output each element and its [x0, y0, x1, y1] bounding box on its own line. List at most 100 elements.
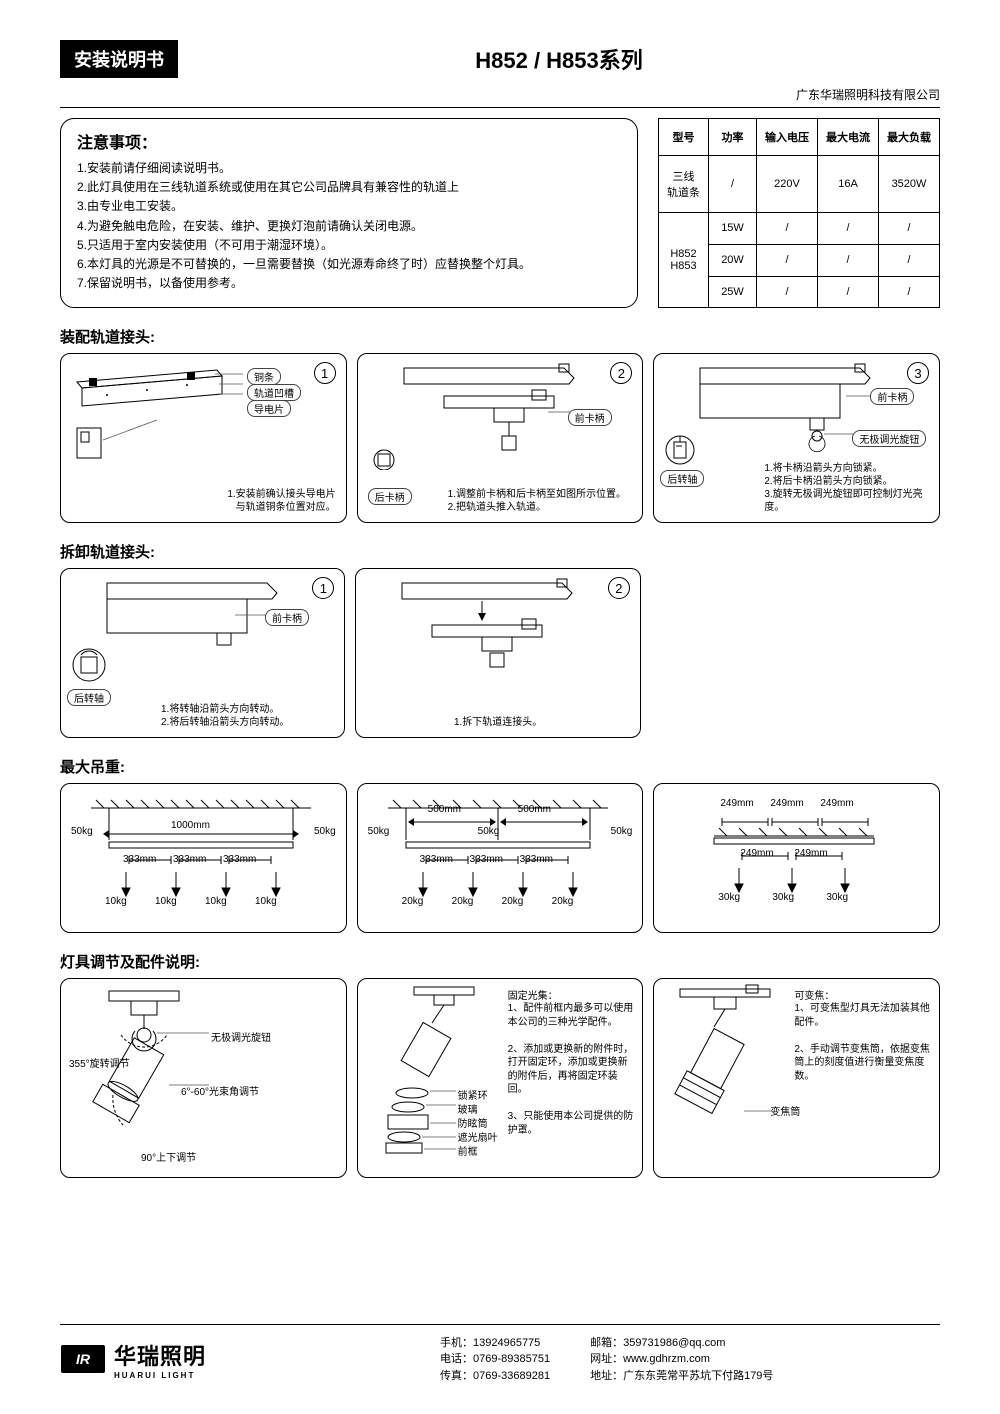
weight-label: 50kg [71, 826, 93, 837]
adjust-panel-1: 无极调光旋钮 355°旋转调节 6°-60°光束角调节 90°上下调节 [60, 978, 347, 1178]
spotlight-illustration [69, 985, 229, 1165]
spec-th: 型号 [659, 119, 709, 156]
span-label: 500mm [428, 804, 461, 815]
notice-item: 5.只适用于室内安装使用（不可用于潮湿环境）。 [77, 236, 621, 255]
weight-label: 10kg [105, 896, 127, 907]
spec-td: 220V [757, 155, 818, 212]
company-name: 广东华瑞照明科技有限公司 [60, 86, 940, 103]
weight-label: 10kg [205, 896, 227, 907]
contact-site: 网址：www.gdhrzm.com [590, 1351, 773, 1368]
weight-label: 50kg [478, 826, 500, 837]
weight-label: 20kg [552, 896, 574, 907]
weight-label: 50kg [611, 826, 633, 837]
notice-item: 2.此灯具使用在三线轨道系统或使用在其它公司品牌具有兼容性的轨道上 [77, 178, 621, 197]
header-rule [60, 107, 940, 108]
label-pill: 前卡柄 [568, 409, 612, 426]
text-title: 可变焦： [794, 987, 931, 1002]
load-panel-3: 249mm 249mm 249mm 249mm 249mm 30kg 30kg … [653, 783, 940, 933]
weight-label: 50kg [314, 826, 336, 837]
spec-td: 三线 轨道条 [659, 155, 709, 212]
panel-caption: 1.安装前确认接头导电片 与轨道铜条位置对应。 [171, 488, 336, 514]
assembly-panel-3: 3 前卡柄 无极调光旋钮 后转轴 1.将卡柄沿箭头方向锁紧。 2.将后卡柄沿箭头… [653, 353, 940, 523]
notice-box: 注意事项： 1.安装前请仔细阅读说明书。 2.此灯具使用在三线轨道系统或使用在其… [60, 118, 638, 308]
adjust-label: 前框 [458, 1143, 478, 1158]
spec-td: / [879, 276, 940, 308]
weight-label: 30kg [718, 892, 740, 903]
contact-col-2: 邮箱：359731986@qq.com 网址：www.gdhrzm.com 地址… [590, 1335, 773, 1385]
span-label: 333mm [520, 854, 553, 865]
notice-item: 4.为避免触电危险，在安装、维护、更换灯泡前请确认关闭电源。 [77, 217, 621, 236]
assembly-panel-2: 2 前卡柄 后卡柄 1.调整前卡柄和后卡柄至如图所示位置。 2.把轨道头推入轨道… [357, 353, 644, 523]
spec-th: 输入电压 [757, 119, 818, 156]
span-label: 249mm [770, 798, 803, 809]
span-label: 249mm [794, 848, 827, 859]
load-panel-2: 500mm 500mm 50kg 50kg 50kg 333mm 333mm 3… [357, 783, 644, 933]
doc-title: H852 / H853系列 [178, 43, 940, 75]
span-label: 333mm [123, 854, 156, 865]
label-pill: 铜条 [247, 368, 281, 385]
span-label: 333mm [223, 854, 256, 865]
adjust-label: 变焦筒 [770, 1103, 800, 1118]
contact-mobile: 手机：13924965775 [440, 1335, 550, 1352]
spec-td: 15W [709, 213, 757, 245]
adjust-label: 无极调光旋钮 [211, 1029, 271, 1044]
zoom-spotlight-illustration [660, 983, 790, 1163]
unlock-illustration [67, 575, 317, 685]
spec-td: 20W [709, 244, 757, 276]
spec-td: / [879, 213, 940, 245]
panel-caption: 1.拆下轨道连接头。 [366, 716, 629, 729]
adjust-label: 锁紧环 [458, 1087, 488, 1102]
text-title: 固定光集： [508, 987, 635, 1002]
spec-td: / [879, 244, 940, 276]
text-body: 1、配件前框内最多可以使用本公司的三种光学配件。 2、添加或更换新的附件时，打开… [508, 1002, 635, 1137]
contact-fax: 传真：0769-33689281 [440, 1368, 550, 1385]
spec-td: H852 H853 [659, 213, 709, 308]
spec-td: / [818, 244, 879, 276]
spec-th: 最大电流 [818, 119, 879, 156]
logo-mark-icon: IR [60, 1344, 106, 1374]
text-body: 1、可变焦型灯具无法加装其他配件。 2、手动调节变焦筒，依据变焦筒上的刻度值进行… [794, 1002, 931, 1083]
adjust-label: 355°旋转调节 [69, 1055, 130, 1070]
weight-label: 20kg [402, 896, 424, 907]
span-label: 500mm [518, 804, 551, 815]
logo-en: HUARUI LIGHT [114, 1371, 206, 1380]
weight-label: 30kg [772, 892, 794, 903]
track-lock-illustration [660, 360, 910, 470]
spec-table: 型号 功率 输入电压 最大电流 最大负载 三线 轨道条 / 220V 16A 3… [658, 118, 940, 308]
logo-cn: 华瑞照明 [114, 1339, 206, 1371]
notice-title: 注意事项： [77, 129, 621, 153]
assembly-panel-1: 1 铜条 轨道凹槽 导电片 1.安装前确认接头导电片 与轨道铜条位置对应。 [60, 353, 347, 523]
span-label: 333mm [420, 854, 453, 865]
spec-th: 最大负载 [879, 119, 940, 156]
label-pill: 前卡柄 [870, 388, 914, 405]
panel-caption: 1.将卡柄沿箭头方向锁紧。 2.将后卡柄沿箭头方向锁紧。 3.旋转无极调光旋钮即… [764, 462, 929, 514]
label-pill: 无极调光旋钮 [852, 430, 926, 447]
disassembly-panel-1: 1 前卡柄 后转轴 1.将转轴沿箭头方向转动。 2.将后转轴沿箭头方向转动。 [60, 568, 345, 738]
label-pill: 后转轴 [660, 470, 704, 487]
doc-badge: 安装说明书 [60, 40, 178, 78]
notice-item: 7.保留说明书，以备使用参考。 [77, 274, 621, 293]
span-label: 249mm [740, 848, 773, 859]
label-pill: 导电片 [247, 400, 291, 417]
span-label: 333mm [470, 854, 503, 865]
adjust-label: 遮光扇叶 [458, 1129, 498, 1144]
adjust-title: 灯具调节及配件说明: [60, 951, 940, 972]
footer: IR 华瑞照明 HUARUI LIGHT 手机：13924965775 电话：0… [60, 1324, 940, 1385]
spec-td: 25W [709, 276, 757, 308]
weight-label: 30kg [826, 892, 848, 903]
step-number: 1 [314, 362, 336, 384]
label-pill: 后转轴 [67, 689, 111, 706]
notice-item: 3.由专业电工安装。 [77, 197, 621, 216]
adjust-label: 玻璃 [458, 1101, 478, 1116]
spec-td: 3520W [879, 155, 940, 212]
notice-item: 1.安装前请仔细阅读说明书。 [77, 159, 621, 178]
load-title: 最大吊重: [60, 756, 940, 777]
adjust-panel-2: 锁紧环 玻璃 防眩筒 遮光扇叶 前框 固定光集： 1、配件前框内最多可以使用本公… [357, 978, 644, 1178]
contact-tel: 电话：0769-89385751 [440, 1351, 550, 1368]
disassembly-panel-2: 2 1.拆下轨道连接头。 [355, 568, 640, 738]
adjust-panel-3: 变焦筒 可变焦： 1、可变焦型灯具无法加装其他配件。 2、手动调节变焦筒，依据变… [653, 978, 940, 1178]
logo: IR 华瑞照明 HUARUI LIGHT [60, 1339, 260, 1380]
span-label: 333mm [173, 854, 206, 865]
label-pill: 轨道凹槽 [247, 384, 301, 401]
panel-caption: 1.调整前卡柄和后卡柄至如图所示位置。 2.把轨道头推入轨道。 [448, 488, 633, 514]
